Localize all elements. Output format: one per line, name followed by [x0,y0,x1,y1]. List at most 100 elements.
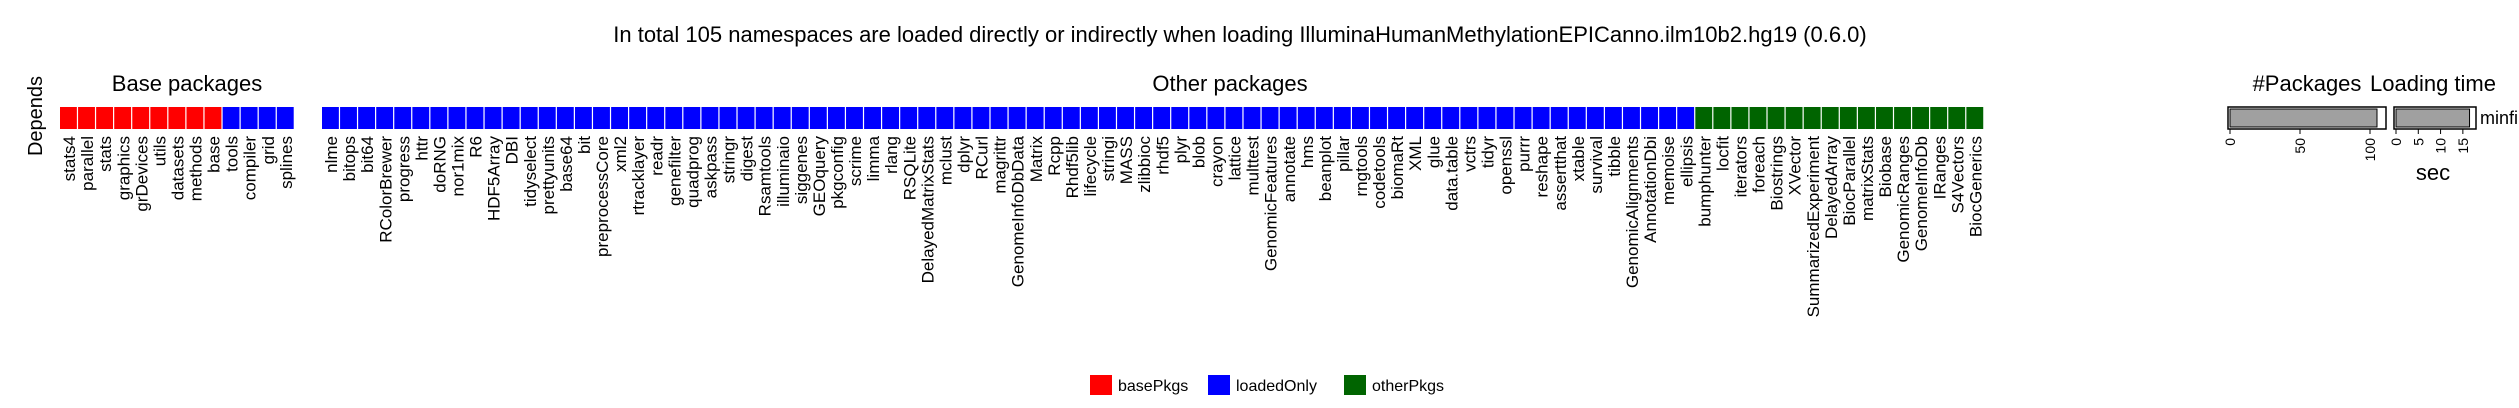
other-cells [322,107,1984,129]
base-labels: stats4 parallel stats graphics grDevices util… [60,136,296,212]
other-label-annotate: annotate [1280,136,1299,202]
other-label-lifecycle: lifecycle [1081,136,1100,196]
other-cell-purrr [1514,107,1532,129]
other-cell-summarizedexperiment [1803,107,1821,129]
other-cell-data-table [1442,107,1460,129]
other-label-stringr: stringr [720,136,739,184]
other-cell-httr [412,107,430,129]
other-label-pillar: pillar [1334,136,1353,172]
base-label-graphics: graphics [114,136,133,200]
other-cell-r6 [466,107,484,129]
other-cell-xtable [1568,107,1586,129]
other-cell-bit64 [358,107,376,129]
other-label-xml2: xml2 [611,136,630,172]
other-label-genomicfeatures: GenomicFeatures [1262,136,1281,271]
other-label-plyr: plyr [1171,136,1190,164]
other-label-biocparallel: BiocParallel [1840,136,1859,226]
base-cell-graphics [114,107,132,129]
other-label-rsqlite: RSQLite [900,136,919,200]
other-cell-glue [1424,107,1442,129]
other-cell-magrittr [990,107,1008,129]
other-label-hdf5array: HDF5Array [485,136,504,222]
other-label-stringi: stringi [1099,136,1118,181]
other-label-readr: readr [647,136,666,176]
other-label-crayon: crayon [1207,136,1226,187]
other-cell-genomeinfodb [1912,107,1930,129]
other-label-xvector: XVector [1786,136,1805,196]
other-cell-illuminaio [773,107,791,129]
other-label-rngtools: rngtools [1352,136,1371,196]
other-label-tidyselect: tidyselect [521,136,540,207]
base-cell-grid [258,107,276,129]
other-label-ellipsis: ellipsis [1677,136,1696,187]
other-cell-biocgenerics [1966,107,1984,129]
base-label-base: base [205,136,224,173]
other-cell-pkgconfig [827,107,845,129]
other-cell-delayedmatrixstats [918,107,936,129]
other-cell-biostrings [1767,107,1785,129]
other-label-iranges: IRanges [1930,136,1949,199]
other-label-progress: progress [394,136,413,202]
other-label-biomart: biomaRt [1388,136,1407,200]
base-label-parallel: parallel [78,136,97,191]
other-label-xml: XML [1406,136,1425,171]
other-label-purrr: purrr [1515,136,1534,172]
legend-swatch-otherpkgs [1344,375,1366,395]
base-cell-splines [276,107,294,129]
bar-row-label: minfi [2480,108,2518,128]
other-cell-biocparallel [1839,107,1857,129]
loading-time-label: Loading time [2370,71,2496,96]
other-cell-lattice [1225,107,1243,129]
other-cell-matrix [1026,107,1044,129]
other-label-genomeinfodb: GenomeInfoDb [1912,136,1931,251]
other-label-s4vectors: S4Vectors [1948,136,1967,214]
other-cell-nlme [322,107,339,129]
other-label-rcpp: Rcpp [1045,136,1064,176]
other-label-base64: base64 [557,136,576,192]
loading-time-xlabel: sec [2416,160,2450,185]
other-label-beanplot: beanplot [1316,136,1335,202]
base-label-methods: methods [187,136,206,201]
other-cell-nor1mix [448,107,466,129]
other-label-magrittr: magrittr [991,136,1010,194]
other-cell-digest [737,107,755,129]
other-cell-delayedarray [1821,107,1839,129]
base-label-splines: splines [277,136,296,189]
other-cell-survival [1586,107,1604,129]
base-label-tools: tools [223,136,242,172]
other-cell-iterators [1731,107,1749,129]
legend-label-loadedonly: loadedOnly [1236,378,1317,395]
other-cell-annotate [1279,107,1297,129]
other-cell-matrixstats [1857,107,1875,129]
other-cell-rsamtools [755,107,773,129]
other-label-rcurl: RCurl [973,136,992,179]
base-label-stats: stats [96,136,115,172]
other-label-mass: MASS [1117,136,1136,184]
base-label-grid: grid [259,136,278,164]
other-label-dbi: DBI [503,136,522,164]
npkg-tick-label-0: 0 [2222,138,2238,146]
base-cell-parallel [78,107,95,129]
other-cell-biomart [1388,107,1405,129]
other-cell-xml2 [611,107,628,129]
npkg-bar [2229,108,2378,128]
other-cell-rlang [882,107,900,129]
other-cell-genomeinfodbdata [1008,107,1026,129]
other-cell-beanplot [1315,107,1333,129]
other-label-matrixstats: matrixStats [1858,136,1877,221]
other-label-mclust: mclust [936,136,955,185]
base-label-grdevices: grDevices [132,136,151,212]
other-cell-crayon [1207,107,1225,129]
other-label-geoquery: GEOquery [810,136,829,217]
other-label-data-table: data.table [1442,136,1461,211]
other-cell-bit [574,107,592,129]
other-cell-rcolorbrewer [376,107,394,129]
base-cells [60,107,294,129]
other-cell-zlibbioc [1135,107,1153,129]
base-cell-utils [150,107,168,129]
other-cell-dbi [502,107,520,129]
other-label-memoise: memoise [1659,136,1678,205]
other-cell-pillar [1333,107,1351,129]
other-cell-bitops [340,107,357,129]
